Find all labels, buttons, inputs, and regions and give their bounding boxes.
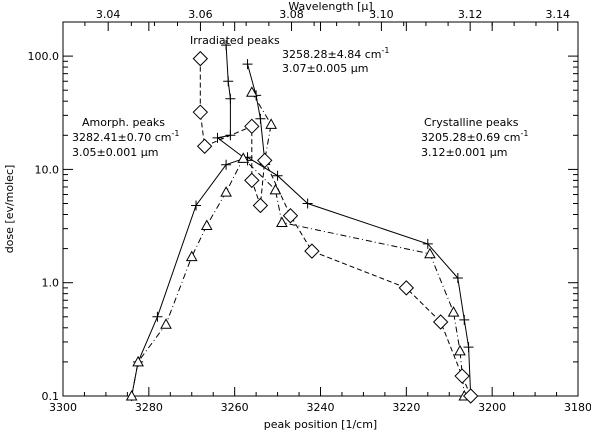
amorph-title: Amorph. peaks <box>82 116 165 129</box>
triangle-marker <box>454 344 466 356</box>
x-tick-label: 3300 <box>49 401 77 414</box>
top-tick-label: 3.06 <box>188 8 213 21</box>
diamond-marker <box>252 197 269 214</box>
triangle-marker <box>237 152 250 163</box>
plus-marker <box>272 170 283 181</box>
triangle-marker <box>424 247 436 259</box>
triangle-marker <box>125 389 138 401</box>
diamond-marker <box>398 280 415 296</box>
y-axis-label: dose [ev/molec] <box>3 165 16 254</box>
triangle-marker <box>200 219 213 230</box>
plus-marker <box>463 342 474 353</box>
series-group <box>125 40 479 404</box>
top-tick-label: 3.10 <box>369 8 394 21</box>
plus-marker <box>255 113 266 124</box>
triangle-marker <box>132 355 144 367</box>
y-tick-label: 100.0 <box>28 50 60 63</box>
series-3 <box>125 152 471 401</box>
diamond-marker <box>244 118 260 135</box>
y-tick-label: 1.0 <box>42 277 60 290</box>
x-tick-label: 3280 <box>135 401 163 414</box>
plus-marker <box>452 273 463 284</box>
top-tick-label: 3.12 <box>458 8 483 21</box>
plus-marker <box>191 200 202 211</box>
plus-marker <box>302 198 313 209</box>
x-tick-label: 3220 <box>392 401 420 414</box>
series-line <box>199 58 472 397</box>
x-tick-label: 3180 <box>564 401 591 414</box>
triangle-marker <box>265 118 277 129</box>
plus-marker <box>459 314 470 325</box>
plus-marker <box>225 93 236 104</box>
irradiated-line2: 3.07±0.005 μm <box>282 62 368 75</box>
diamond-marker <box>282 208 299 224</box>
crystalline-line1: 3205.28±0.69 cm-1 <box>421 129 528 144</box>
top-tick-label: 3.04 <box>96 8 121 21</box>
top-axis-label: Wavelength [μ] <box>288 0 372 13</box>
triangle-marker <box>276 216 288 227</box>
y-tick-label: 0.1 <box>42 390 60 403</box>
top-tick-label: 3.14 <box>546 8 571 21</box>
triangle-marker <box>220 186 232 197</box>
crystalline-title: Crystalline peaks <box>424 116 519 129</box>
diamond-marker <box>257 152 273 169</box>
diamond-marker <box>196 138 213 154</box>
plus-marker <box>221 40 232 51</box>
amorph-line1: 3282.41±0.70 cm-1 <box>72 129 179 144</box>
diamond-marker <box>192 104 209 120</box>
plot-frame <box>62 21 579 397</box>
diamond-marker <box>454 368 470 384</box>
series-line <box>247 63 266 161</box>
triangle-marker <box>245 86 258 97</box>
diamond-marker <box>432 314 449 330</box>
diamond-marker <box>244 172 260 189</box>
x-tick-label: 3200 <box>478 401 506 414</box>
diamond-marker <box>463 388 479 404</box>
triangle-marker <box>160 318 172 329</box>
x-tick-label: 3260 <box>221 401 249 414</box>
triangle-marker <box>447 306 460 317</box>
x-axis-label: peak position [1/cm] <box>264 418 377 431</box>
top-tick-label: 3.08 <box>279 8 304 21</box>
plus-marker <box>422 238 433 249</box>
y-tick-label: 10.0 <box>35 163 60 176</box>
crystalline-line2: 3.12±0.001 μm <box>421 146 507 159</box>
irradiated-title: Irradiated peaks <box>190 34 280 47</box>
plus-marker <box>223 76 234 87</box>
series-line <box>131 156 472 397</box>
diamond-marker <box>192 50 209 67</box>
series-0 <box>126 152 476 401</box>
triangle-marker <box>185 250 198 262</box>
series-5 <box>192 50 479 404</box>
series-1 <box>212 40 253 166</box>
plus-marker <box>152 311 163 322</box>
diamond-marker <box>304 243 320 259</box>
series-line <box>216 45 248 161</box>
irradiated-line1: 3258.28±4.84 cm-1 <box>282 46 389 61</box>
plus-marker <box>221 159 232 170</box>
plus-marker <box>212 132 223 143</box>
x-tick-label: 3240 <box>307 401 335 414</box>
series-2 <box>242 59 270 166</box>
plus-marker <box>242 59 253 70</box>
series-line <box>251 91 272 161</box>
axis-ticks: 3300 3280 3260 3240 3220 3200 3180 3.04 3.06 3.08… <box>28 8 591 414</box>
amorph-line2: 3.05±0.001 μm <box>72 146 158 159</box>
